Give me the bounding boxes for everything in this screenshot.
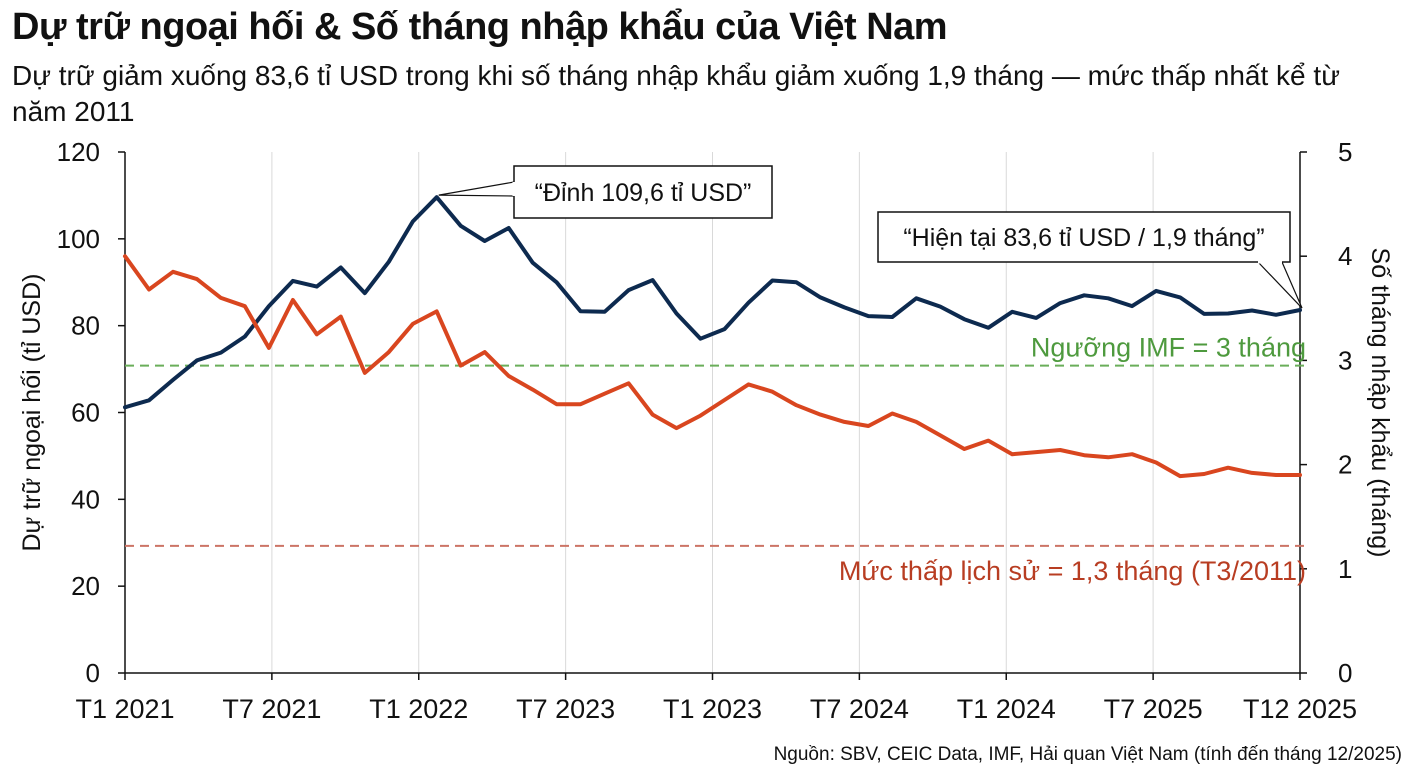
y-tick-label-left: 100 xyxy=(57,224,100,254)
chart-subtitle: Dự trữ giảm xuống 83,6 tỉ USD trong khi … xyxy=(12,60,1340,127)
y-tick-label-left: 80 xyxy=(71,311,100,341)
x-tick-label: T1 2024 xyxy=(957,694,1056,724)
reference-label-historic: Mức thấp lịch sử = 1,3 tháng (T3/2011) xyxy=(839,556,1306,586)
y-tick-label-right: 4 xyxy=(1338,241,1352,271)
annotation-pointer-current xyxy=(1257,261,1303,309)
source-note: Nguồn: SBV, CEIC Data, IMF, Hải quan Việ… xyxy=(773,744,1402,765)
x-tick-label: T12 2025 xyxy=(1243,694,1357,724)
annotation-text-peak: “Đỉnh 109,6 tỉ USD” xyxy=(535,179,752,207)
x-tick-label: T1 2022 xyxy=(369,694,468,724)
series-line-reserves xyxy=(123,195,1302,410)
y-tick-label-left: 120 xyxy=(57,137,100,167)
x-tick-label: T7 2021 xyxy=(222,694,321,724)
y-tick-label-right: 1 xyxy=(1338,554,1352,584)
y-tick-label-right: 3 xyxy=(1338,345,1352,375)
x-tick-label: T7 2023 xyxy=(516,694,615,724)
x-tick-label: T7 2025 xyxy=(1104,694,1203,724)
y-tick-label-right: 5 xyxy=(1338,137,1352,167)
y-tick-label-left: 0 xyxy=(86,658,100,688)
y-tick-label-left: 20 xyxy=(71,571,100,601)
annotation-box-current xyxy=(877,211,1291,263)
reference-label-imf: Ngưỡng IMF = 3 tháng xyxy=(1031,333,1306,363)
annotation-text-current: “Hiện tại 83,6 tỉ USD / 1,9 tháng” xyxy=(903,224,1264,252)
y-tick-label-left: 60 xyxy=(71,398,100,428)
y-tick-label-right: 0 xyxy=(1338,658,1352,688)
x-tick-label: T1 2023 xyxy=(663,694,762,724)
annotation-pointer-peak xyxy=(438,181,515,197)
y-axis-label-left: Dự trữ ngoại hối (tỉ USD) xyxy=(18,274,46,552)
x-tick-label: T1 2021 xyxy=(75,694,174,724)
annotation-box-peak xyxy=(513,165,773,219)
y-tick-label-right: 2 xyxy=(1338,450,1352,480)
series-line-months xyxy=(123,254,1302,479)
y-axis-label-right: Số tháng nhập khẩu (tháng) xyxy=(1366,248,1394,558)
x-tick-label: T7 2024 xyxy=(810,694,909,724)
chart-title: Dự trữ ngoại hối & Số tháng nhập khẩu củ… xyxy=(12,6,948,48)
y-tick-label-left: 40 xyxy=(71,484,100,514)
